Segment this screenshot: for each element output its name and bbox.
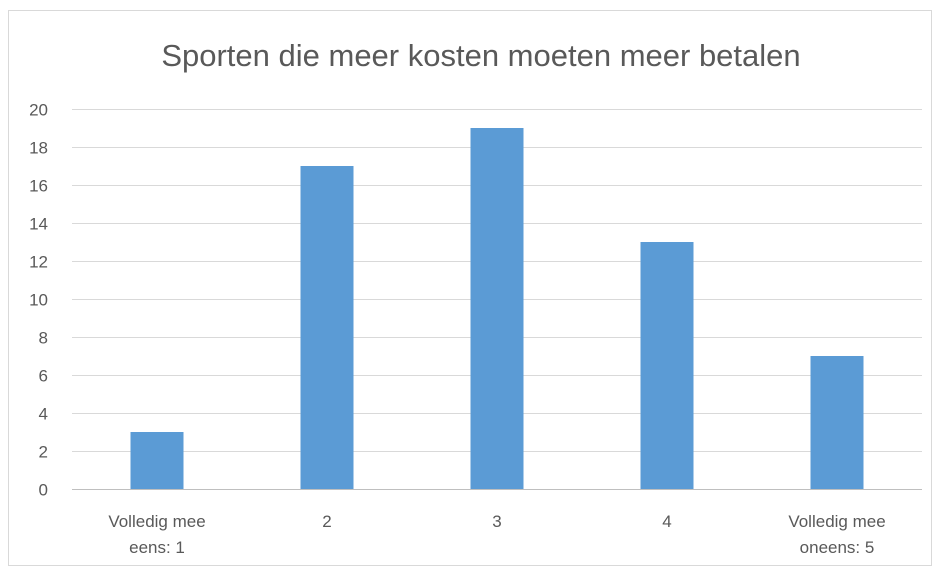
bar: [130, 432, 184, 489]
x-category-label: Volledig mee oneens: 5: [788, 512, 885, 557]
y-tick-label: 14: [29, 215, 48, 234]
bar: [470, 128, 524, 489]
bar: [640, 242, 694, 489]
y-tick-label: 8: [39, 329, 48, 348]
y-tick-label: 20: [29, 101, 48, 120]
y-tick-label: 4: [39, 405, 48, 424]
y-tick-label: 12: [29, 253, 48, 272]
y-tick-label: 2: [39, 443, 48, 462]
x-category-label: Volledig mee eens: 1: [108, 512, 205, 557]
y-tick-label: 16: [29, 177, 48, 196]
x-category-label: 2: [322, 512, 331, 531]
bar: [810, 356, 864, 489]
y-tick-label: 6: [39, 367, 48, 386]
bar: [300, 166, 354, 489]
y-tick-label: 0: [39, 481, 48, 500]
y-tick-label: 18: [29, 139, 48, 158]
x-category-label: 4: [662, 512, 671, 531]
chart-title: Sporten die meer kosten moeten meer beta…: [161, 38, 800, 73]
bars: [130, 128, 864, 489]
y-axis-ticks: 0 2 4 6 8 10 12 14 16 18 20: [29, 101, 48, 500]
x-axis-categories: Volledig mee eens: 1 2 3 4 Volledig mee oneens…: [108, 512, 885, 557]
y-tick-label: 10: [29, 291, 48, 310]
x-category-label: 3: [492, 512, 501, 531]
